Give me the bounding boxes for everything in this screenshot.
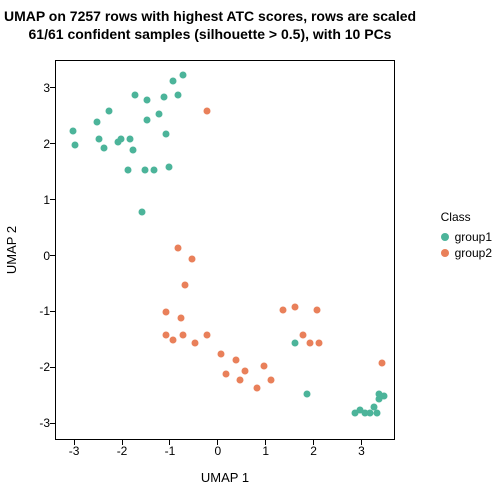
y-tick-label: 0 (10, 249, 50, 263)
x-tick-label: 2 (299, 444, 329, 458)
scatter-point (203, 331, 210, 338)
scatter-point (143, 97, 150, 104)
scatter-point (179, 331, 186, 338)
scatter-point (292, 303, 299, 310)
legend-item: group2 (441, 246, 492, 260)
scatter-point (69, 127, 76, 134)
scatter-point (151, 166, 158, 173)
scatter-point (155, 111, 162, 118)
chart-title: UMAP on 7257 rows with highest ATC score… (0, 8, 420, 43)
scatter-point (381, 393, 388, 400)
scatter-point (179, 71, 186, 78)
scatter-point (100, 144, 107, 151)
y-tick (50, 143, 55, 144)
x-tick-label: -2 (107, 444, 137, 458)
scatter-point (182, 281, 189, 288)
y-tick (50, 367, 55, 368)
scatter-point (127, 136, 134, 143)
y-tick (50, 423, 55, 424)
scatter-point (378, 359, 385, 366)
y-tick-label: -1 (10, 304, 50, 318)
scatter-point (163, 309, 170, 316)
scatter-point (268, 376, 275, 383)
title-line-2: 61/61 confident samples (silhouette > 0.… (29, 26, 392, 42)
scatter-point (237, 376, 244, 383)
scatter-point (189, 256, 196, 263)
x-tick-label: -3 (59, 444, 89, 458)
scatter-point (170, 337, 177, 344)
x-tick-label: 3 (346, 444, 376, 458)
scatter-point (93, 119, 100, 126)
scatter-point (177, 315, 184, 322)
x-tick-label: -1 (155, 444, 185, 458)
legend-title: Class (441, 210, 492, 224)
scatter-point (96, 136, 103, 143)
scatter-point (139, 208, 146, 215)
scatter-point (141, 166, 148, 173)
scatter-point (160, 94, 167, 101)
y-tick (50, 255, 55, 256)
scatter-point (124, 166, 131, 173)
scatter-point (242, 368, 249, 375)
y-tick-label: 3 (10, 81, 50, 95)
scatter-point (373, 410, 380, 417)
scatter-point (292, 340, 299, 347)
scatter-point (129, 147, 136, 154)
scatter-point (163, 331, 170, 338)
scatter-point (280, 306, 287, 313)
x-axis-label: UMAP 1 (55, 470, 395, 485)
y-tick-label: -2 (10, 360, 50, 374)
scatter-point (223, 370, 230, 377)
y-tick (50, 199, 55, 200)
plot-area (55, 60, 395, 440)
scatter-point (163, 130, 170, 137)
scatter-point (175, 245, 182, 252)
scatter-point (313, 306, 320, 313)
scatter-point (306, 340, 313, 347)
legend-item: group1 (441, 230, 492, 244)
scatter-point (132, 91, 139, 98)
y-tick-label: 2 (10, 137, 50, 151)
title-line-1: UMAP on 7257 rows with highest ATC score… (4, 8, 416, 24)
y-tick (50, 311, 55, 312)
x-tick-label: 0 (203, 444, 233, 458)
scatter-point (175, 91, 182, 98)
scatter-point (117, 136, 124, 143)
y-tick-label: -3 (10, 416, 50, 430)
scatter-point (72, 141, 79, 148)
scatter-point (316, 340, 323, 347)
legend-swatch (441, 249, 449, 257)
scatter-point (143, 116, 150, 123)
scatter-point (165, 164, 172, 171)
scatter-point (191, 340, 198, 347)
scatter-point (218, 351, 225, 358)
legend-label: group1 (455, 230, 492, 244)
scatter-point (105, 108, 112, 115)
scatter-point (261, 362, 268, 369)
scatter-point (299, 331, 306, 338)
legend-swatch (441, 233, 449, 241)
scatter-point (304, 390, 311, 397)
scatter-point (232, 356, 239, 363)
y-tick-label: 1 (10, 193, 50, 207)
scatter-point (203, 108, 210, 115)
scatter-point (254, 384, 261, 391)
y-tick (50, 87, 55, 88)
scatter-point (170, 77, 177, 84)
legend-label: group2 (455, 246, 492, 260)
legend: Class group1 group2 (441, 210, 492, 262)
x-tick-label: 1 (251, 444, 281, 458)
